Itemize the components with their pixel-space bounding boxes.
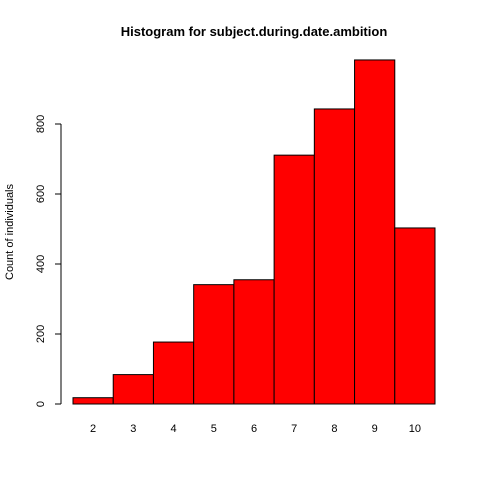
x-tick-label-9: 9: [372, 423, 378, 435]
x-tick-label-10: 10: [409, 423, 421, 435]
bar-3: [112, 374, 154, 405]
chart-title: Histogram for subject.during.date.ambiti…: [121, 24, 388, 39]
bar-10: [394, 227, 436, 405]
x-tick-label-4: 4: [170, 423, 176, 435]
y-tick-label-400: 400: [35, 255, 47, 273]
x-tick-label-8: 8: [331, 423, 337, 435]
y-tick-label-600: 600: [35, 185, 47, 203]
y-tick-label-800: 800: [35, 115, 47, 133]
x-tick-label-2: 2: [90, 423, 96, 435]
y-tick-label-200: 200: [35, 325, 47, 343]
bar-6: [233, 279, 275, 405]
y-axis-label: Count of individuals: [4, 184, 16, 281]
bar-4: [152, 341, 195, 405]
x-tick-labels: 2 3 4 5 6 7 8 9 10: [90, 423, 421, 435]
x-tick-label-3: 3: [130, 423, 136, 435]
bar-8: [313, 108, 356, 405]
bar-2: [72, 397, 114, 405]
bar-5: [193, 284, 235, 405]
y-axis: 0 200 400 600 800: [35, 115, 62, 407]
x-tick-label-7: 7: [291, 423, 297, 435]
bar-7: [273, 154, 315, 405]
bar-9: [354, 59, 396, 405]
bars-group: [72, 59, 436, 405]
x-tick-label-6: 6: [251, 423, 257, 435]
x-tick-label-5: 5: [211, 423, 217, 435]
y-tick-label-0: 0: [35, 401, 47, 407]
